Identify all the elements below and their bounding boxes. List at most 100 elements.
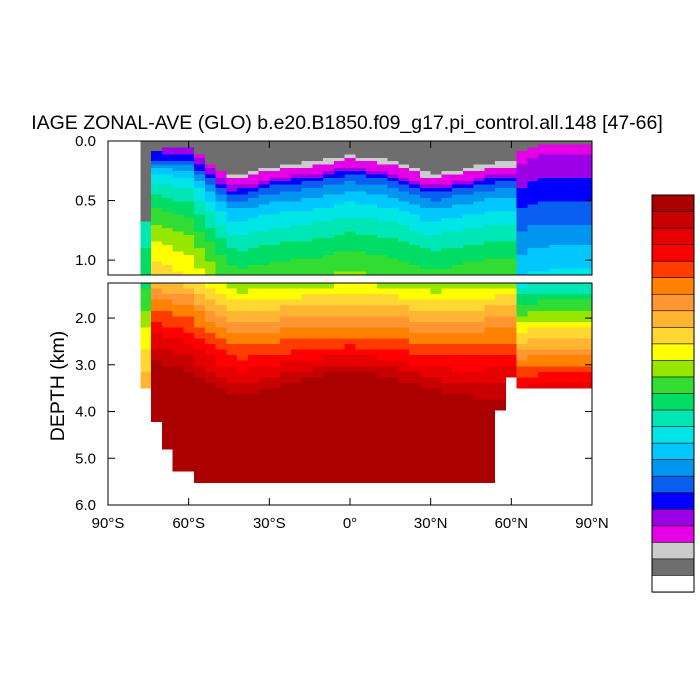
age-cell: [290, 251, 303, 256]
age-cell: [161, 261, 174, 266]
age-cell: [430, 377, 443, 384]
age-cell: [419, 499, 432, 506]
age-cell: [344, 254, 356, 259]
age-cell: [129, 171, 141, 176]
age-cell: [108, 181, 120, 186]
age-cell: [194, 438, 206, 445]
age-cell: [548, 177, 561, 182]
age-cell: [151, 197, 163, 202]
age-cell: [312, 466, 324, 473]
age-cell: [140, 332, 152, 340]
age-cell: [505, 410, 518, 417]
age-cell: [398, 151, 410, 155]
age-cell: [247, 241, 260, 246]
age-cell: [204, 332, 217, 340]
age-cell: [570, 399, 582, 406]
age-cell: [548, 471, 561, 478]
age-cell: [570, 349, 582, 356]
age-cell: [419, 221, 432, 226]
age-cell: [581, 388, 593, 395]
age-cell: [280, 221, 292, 226]
age-cell: [505, 294, 518, 301]
age-cell: [441, 382, 453, 390]
age-cell: [570, 167, 582, 172]
age-cell: [548, 174, 561, 179]
age-cell: [194, 377, 206, 384]
age-cell: [527, 366, 539, 373]
age-cell: [452, 167, 464, 172]
age-cell: [559, 427, 572, 434]
age-cell: [505, 460, 518, 467]
age-cell: [215, 382, 227, 390]
age-cell: [581, 194, 593, 199]
age-cell: [548, 251, 561, 256]
age-cell: [247, 251, 260, 256]
age-cell: [387, 161, 399, 166]
age-cell: [151, 254, 163, 259]
age-cell: [366, 466, 378, 473]
age-cell: [473, 254, 486, 259]
age-cell: [527, 228, 539, 233]
age-cell: [581, 377, 593, 384]
age-cell: [183, 251, 195, 256]
age-cell: [409, 261, 421, 266]
age-cell: [118, 344, 131, 351]
age-cell: [344, 382, 356, 390]
age-cell: [129, 228, 141, 233]
age-cell: [108, 299, 120, 306]
age-cell: [194, 360, 206, 367]
age-cell: [258, 449, 270, 456]
age-cell: [247, 254, 260, 259]
age-cell: [505, 264, 518, 269]
age-cell: [204, 294, 217, 301]
age-cell: [108, 294, 120, 301]
age-cell: [301, 294, 313, 301]
age-cell: [140, 181, 152, 186]
age-cell: [495, 288, 507, 295]
age-cell: [387, 366, 399, 373]
age-cell: [183, 382, 195, 390]
age-cell: [387, 204, 399, 209]
age-cell: [441, 477, 453, 484]
age-cell: [419, 258, 432, 263]
age-cell: [398, 488, 410, 495]
age-cell: [118, 466, 131, 473]
age-cell: [538, 231, 550, 236]
age-cell: [108, 416, 120, 423]
age-cell: [258, 258, 270, 263]
age-cell: [570, 482, 582, 489]
age-cell: [473, 382, 486, 390]
age-cell: [290, 147, 303, 152]
age-cell: [462, 477, 475, 484]
age-cell: [118, 382, 131, 390]
age-cell: [452, 294, 464, 301]
age-cell: [441, 488, 453, 495]
age-cell: [226, 283, 238, 290]
age-cell: [452, 187, 464, 192]
age-cell: [387, 177, 399, 182]
age-cell: [140, 432, 152, 439]
age-cell: [430, 167, 443, 172]
age-cell: [118, 154, 131, 159]
age-cell: [172, 283, 184, 290]
age-cell: [355, 288, 367, 295]
age-cell: [462, 316, 475, 323]
age-cell: [129, 288, 141, 295]
age-cell: [430, 241, 443, 246]
age-cell: [462, 466, 475, 473]
age-cell: [280, 349, 292, 356]
age-cell: [398, 477, 410, 484]
age-cell: [484, 377, 496, 384]
age-cell: [194, 184, 206, 189]
age-cell: [140, 305, 152, 312]
age-cell: [204, 228, 217, 233]
age-cell: [419, 244, 432, 249]
age-cell: [462, 258, 475, 263]
age-cell: [581, 410, 593, 417]
age-cell: [226, 410, 238, 417]
age-cell: [140, 177, 152, 182]
age-cell: [419, 416, 432, 423]
age-cell: [538, 211, 550, 216]
age-cell: [452, 382, 464, 390]
age-cell: [183, 208, 195, 212]
